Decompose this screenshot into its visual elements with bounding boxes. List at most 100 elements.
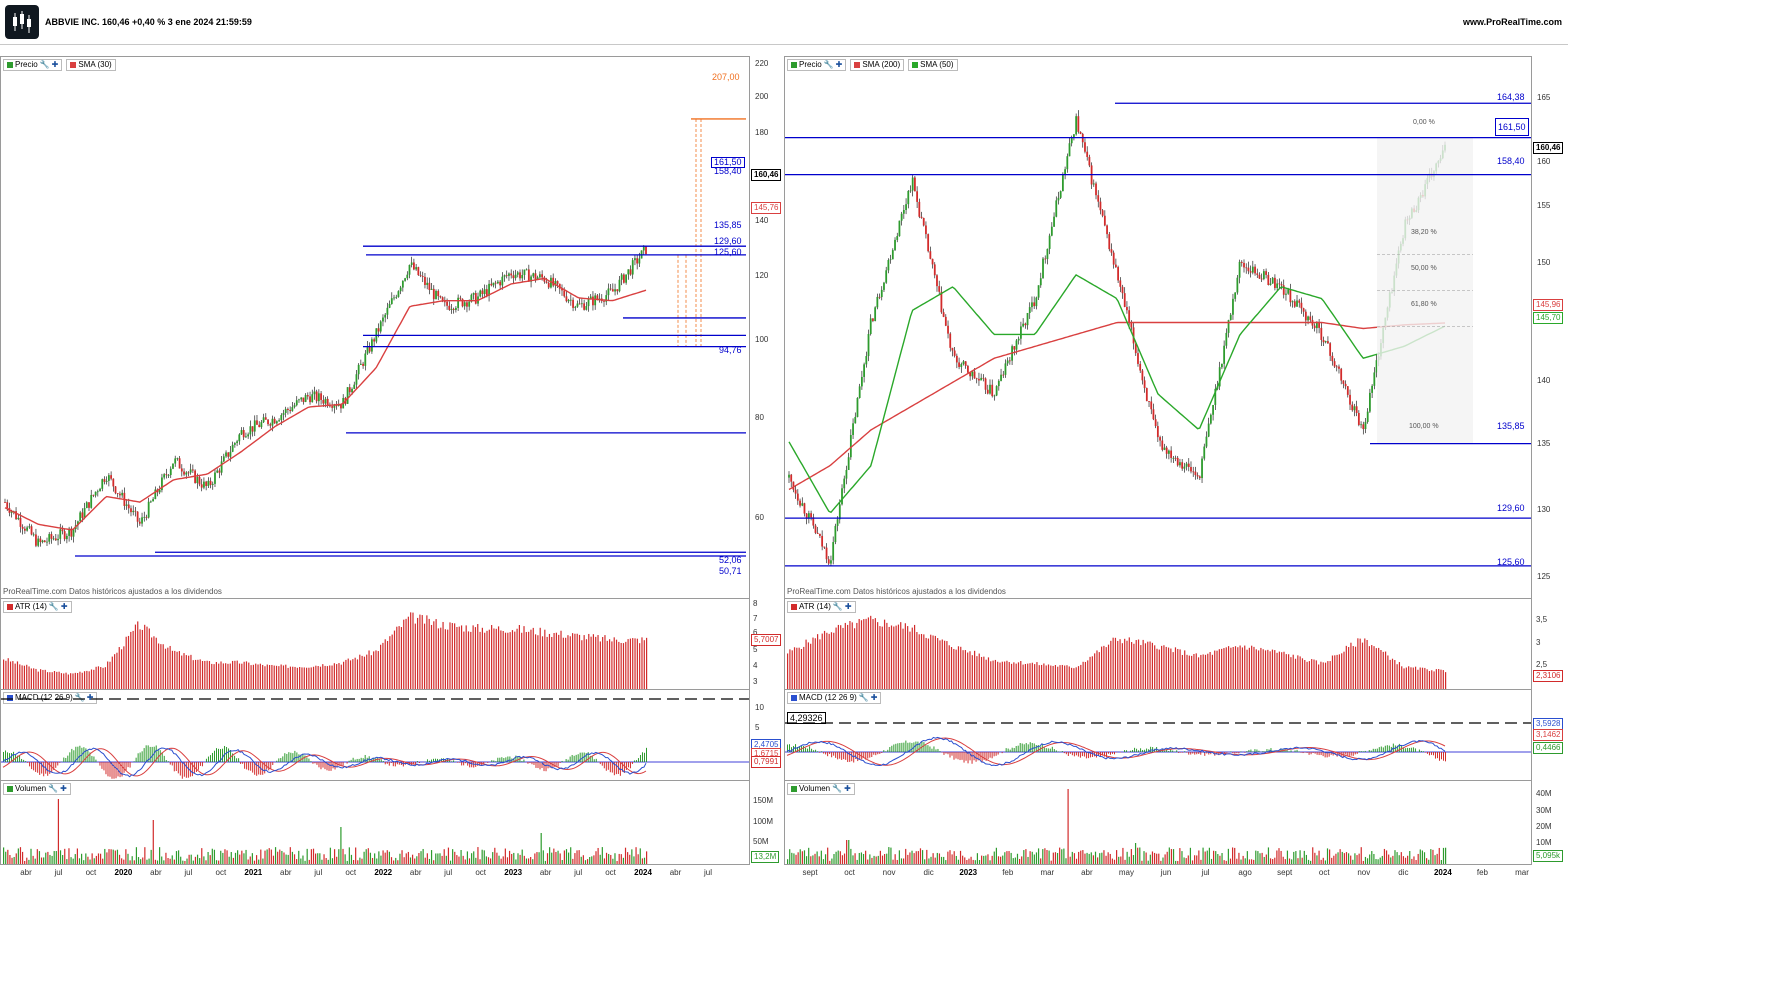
right-price-legend[interactable]: Precio 🔧 ✚ [787,58,847,71]
wrench-icon[interactable]: 🔧 [48,783,59,793]
wrench-icon[interactable]: 🔧 [74,692,85,702]
candle-body [443,301,446,303]
atr-bar [125,636,127,689]
left-price-panel[interactable]: Precio 🔧 ✚ SMA (30) ProRealTime.com Datos… [0,56,750,599]
right-sma50-legend[interactable]: SMA (50) [908,58,958,71]
macd-hist-bar [1188,752,1190,755]
volume-bar [601,847,603,864]
wrench-icon[interactable]: 🔧 [823,59,834,69]
atr-bar [877,622,879,689]
plus-icon[interactable]: ✚ [60,601,68,611]
atr-bar [847,624,849,689]
candle-body [1344,383,1347,387]
right-volume-panel[interactable]: Volumen 🔧 ✚ [784,780,1532,865]
macd-hist-bar [1330,752,1332,755]
candle-body [145,516,148,518]
atr-bar [319,666,322,689]
macd-hist-bar [29,762,31,767]
volume-bar [287,854,289,864]
right-sma200-legend[interactable]: SMA (200) [850,58,905,71]
macd-hist-bar [1021,743,1023,752]
wrench-icon[interactable]: 🔧 [39,59,50,69]
site-url[interactable]: www.ProRealTime.com [1462,17,1562,27]
left-sma-legend[interactable]: SMA (30) [66,58,116,71]
wrench-icon[interactable]: 🔧 [832,783,843,793]
candle-body [426,282,429,285]
macd-hist-bar [787,744,788,752]
volume-bar [614,853,616,864]
right-atr-legend[interactable]: ATR (14) 🔧 ✚ [787,600,856,613]
left-macd-legend[interactable]: MACD (12 26 9) 🔧 ✚ [3,691,98,704]
atr-bar [144,624,146,689]
atr-bar [1408,666,1410,689]
macd-hist-bar [887,749,889,752]
plus-icon[interactable]: ✚ [835,59,843,69]
volume-bar [829,860,831,864]
candle-body [452,308,455,310]
volume-bar [108,849,110,864]
volume-bar [167,858,169,864]
volume-bar [192,860,194,864]
atr-bar [999,662,1001,689]
volume-bar [1253,859,1255,864]
time-axis-label: dic [1398,868,1409,877]
candle-body [125,504,128,506]
atr-bar [396,626,398,689]
volume-bar [993,851,995,864]
candle-body [132,510,135,513]
macd-hist-bar [418,762,420,763]
volume-bar [905,848,907,864]
wrench-icon[interactable]: 🔧 [48,601,59,611]
plus-icon[interactable]: ✚ [844,783,851,793]
right-macd-legend[interactable]: MACD (12 26 9) 🔧 ✚ [787,691,882,704]
right-atr-panel[interactable]: ATR (14) 🔧 ✚ [784,598,1532,690]
candle-body [1223,345,1226,364]
candle-body [1296,300,1298,307]
atr-bar [1257,650,1260,689]
left-atr-legend[interactable]: ATR (14) 🔧 ✚ [3,600,72,613]
atr-bar [423,623,426,689]
volume-bar [329,847,331,864]
atr-bar [1271,649,1274,689]
right-volume-legend[interactable]: Volumen 🔧 ✚ [787,782,855,795]
macd-hist-bar [1037,745,1039,752]
wrench-icon[interactable]: 🔧 [858,692,869,702]
macd-hist-bar [1113,752,1115,755]
left-price-legend[interactable]: Precio 🔧 ✚ [3,58,63,71]
volume-bar [1280,850,1282,864]
macd-hist-bar [326,762,328,771]
volume-bar [367,848,369,864]
macd-hist-bar [63,757,65,762]
macd-hist-bar [577,754,579,762]
candle-body [849,434,852,458]
right-macd-panel[interactable]: MACD (12 26 9) 🔧 ✚ 4,29326 [784,689,1532,781]
plus-icon[interactable]: ✚ [51,59,59,69]
plus-icon[interactable]: ✚ [86,692,94,702]
macd-hist-bar [1336,752,1338,757]
plus-icon[interactable]: ✚ [844,601,852,611]
left-macd-panel[interactable]: MACD (12 26 9) 🔧 ✚ [0,689,750,781]
volume-bar [1219,855,1221,864]
volume-bar [68,848,70,864]
left-volume-panel[interactable]: Volumen 🔧 ✚ [0,780,750,865]
right-price-panel[interactable]: Precio 🔧 ✚ SMA (200) SMA (50) ProRealTime… [784,56,1532,599]
volume-bar [934,857,936,864]
time-axis-label: 2024 [1433,868,1452,877]
volume-bar [203,856,205,864]
left-atr-panel[interactable]: ATR (14) 🔧 ✚ [0,598,750,690]
volume-bar [1383,848,1386,864]
wrench-icon[interactable]: 🔧 [832,601,843,611]
plus-icon[interactable]: ✚ [60,783,67,793]
volume-bar [968,858,970,864]
candle-body [77,521,79,526]
candle-body [949,333,952,348]
volume-bar [627,852,629,864]
atr-bar [548,633,551,689]
candle-body [395,296,398,298]
volume-bar [262,858,264,864]
volume-bar [196,854,199,864]
atr-bar [273,665,275,689]
atr-bar [1110,640,1112,689]
plus-icon[interactable]: ✚ [870,692,878,702]
left-volume-legend[interactable]: Volumen 🔧 ✚ [3,782,71,795]
